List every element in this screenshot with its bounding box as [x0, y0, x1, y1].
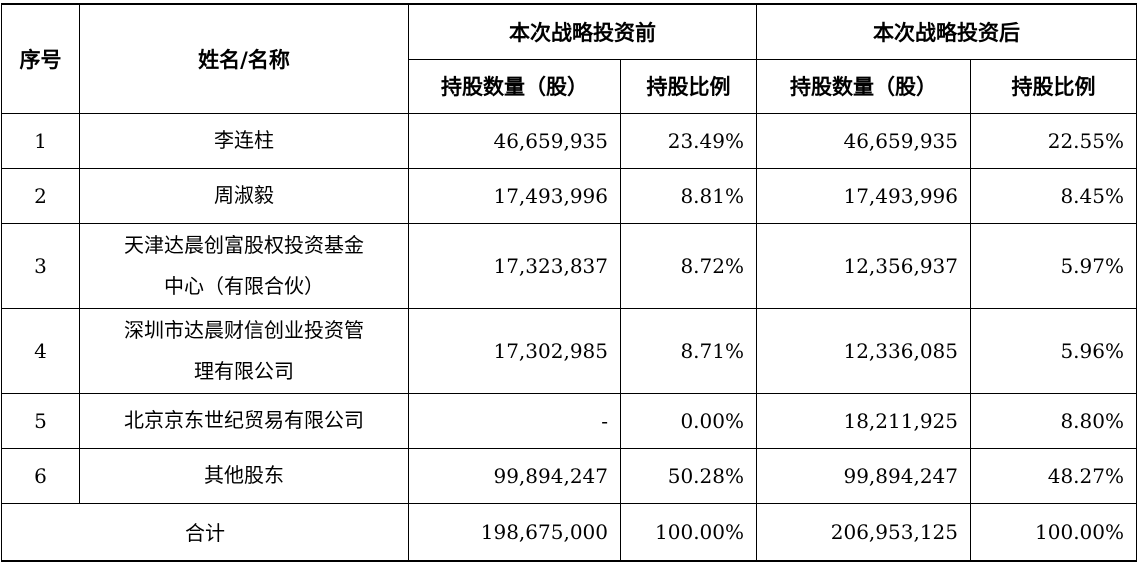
- row-after-qty: 18,211,925: [756, 392, 971, 449]
- row-name-line-1: 天津达晨创富股权投资基金: [124, 232, 364, 257]
- row-after-ratio: 8.45%: [970, 167, 1137, 224]
- row-after-qty: 17,493,996: [756, 167, 971, 224]
- header-name: 姓名/名称: [79, 3, 409, 114]
- row-name: 李连柱: [79, 112, 409, 169]
- total-before-qty: 198,675,000: [408, 502, 621, 562]
- header-before-group: 本次战略投资前: [408, 3, 757, 60]
- row-before-ratio: 8.81%: [620, 167, 757, 224]
- row-seq: 1: [1, 112, 80, 169]
- total-after-qty: 206,953,125: [756, 502, 971, 562]
- row-before-qty: 17,323,837: [408, 222, 621, 309]
- table-row: 5 北京京东世纪贸易有限公司 - 0.00% 18,211,925 8.80%: [1, 392, 1137, 449]
- row-before-ratio: 0.00%: [620, 392, 757, 449]
- row-after-ratio: 5.96%: [970, 307, 1137, 394]
- row-name-line-2: 中心（有限合伙）: [164, 273, 324, 298]
- header-after-ratio: 持股比例: [970, 58, 1137, 114]
- row-after-ratio: 8.80%: [970, 392, 1137, 449]
- row-name: 周淑毅: [79, 167, 409, 224]
- header-after-qty: 持股数量（股）: [756, 58, 971, 114]
- row-before-qty: 99,894,247: [408, 447, 621, 504]
- row-seq: 5: [1, 392, 80, 449]
- total-row: 合计 198,675,000 100.00% 206,953,125 100.0…: [1, 502, 1137, 562]
- row-name: 其他股东: [79, 447, 409, 504]
- row-seq: 2: [1, 167, 80, 224]
- row-name-line-1: 深圳市达晨财信创业投资管: [124, 317, 364, 342]
- row-before-qty: 17,302,985: [408, 307, 621, 394]
- header-before-qty: 持股数量（股）: [408, 58, 621, 114]
- row-name-line-2: 理有限公司: [194, 358, 294, 383]
- row-name: 天津达晨创富股权投资基金 中心（有限合伙）: [79, 222, 409, 309]
- row-seq: 6: [1, 447, 80, 504]
- row-name: 深圳市达晨财信创业投资管 理有限公司: [79, 307, 409, 394]
- total-after-ratio: 100.00%: [970, 502, 1137, 562]
- header-seq: 序号: [1, 3, 80, 114]
- row-after-ratio: 5.97%: [970, 222, 1137, 309]
- header-before-ratio: 持股比例: [620, 58, 757, 114]
- row-name: 北京京东世纪贸易有限公司: [79, 392, 409, 449]
- total-before-ratio: 100.00%: [620, 502, 757, 562]
- total-label: 合计: [1, 502, 409, 562]
- row-after-qty: 46,659,935: [756, 112, 971, 169]
- row-before-qty: -: [408, 392, 621, 449]
- row-before-qty: 46,659,935: [408, 112, 621, 169]
- table-row: 1 李连柱 46,659,935 23.49% 46,659,935 22.55…: [1, 112, 1137, 169]
- row-seq: 3: [1, 222, 80, 309]
- row-before-ratio: 23.49%: [620, 112, 757, 169]
- row-seq: 4: [1, 307, 80, 394]
- row-before-ratio: 8.72%: [620, 222, 757, 309]
- header-row-1: 序号 姓名/名称 本次战略投资前 本次战略投资后: [1, 3, 1137, 114]
- row-after-qty: 12,356,937: [756, 222, 971, 309]
- row-after-ratio: 48.27%: [970, 447, 1137, 504]
- table-row: 6 其他股东 99,894,247 50.28% 99,894,247 48.2…: [1, 447, 1137, 504]
- row-after-ratio: 22.55%: [970, 112, 1137, 169]
- row-after-qty: 12,336,085: [756, 307, 971, 394]
- header-after-group: 本次战略投资后: [756, 3, 1137, 60]
- table-row: 4 深圳市达晨财信创业投资管 理有限公司 17,302,985 8.71% 12,…: [1, 307, 1137, 394]
- shareholding-table: 序号 姓名/名称 本次战略投资前 本次战略投资后 持股数量（股） 持股比例 持股…: [1, 3, 1137, 562]
- row-before-ratio: 8.71%: [620, 307, 757, 394]
- row-after-qty: 99,894,247: [756, 447, 971, 504]
- table-row: 2 周淑毅 17,493,996 8.81% 17,493,996 8.45%: [1, 167, 1137, 224]
- table-row: 3 天津达晨创富股权投资基金 中心（有限合伙） 17,323,837 8.72% …: [1, 222, 1137, 309]
- row-before-ratio: 50.28%: [620, 447, 757, 504]
- row-before-qty: 17,493,996: [408, 167, 621, 224]
